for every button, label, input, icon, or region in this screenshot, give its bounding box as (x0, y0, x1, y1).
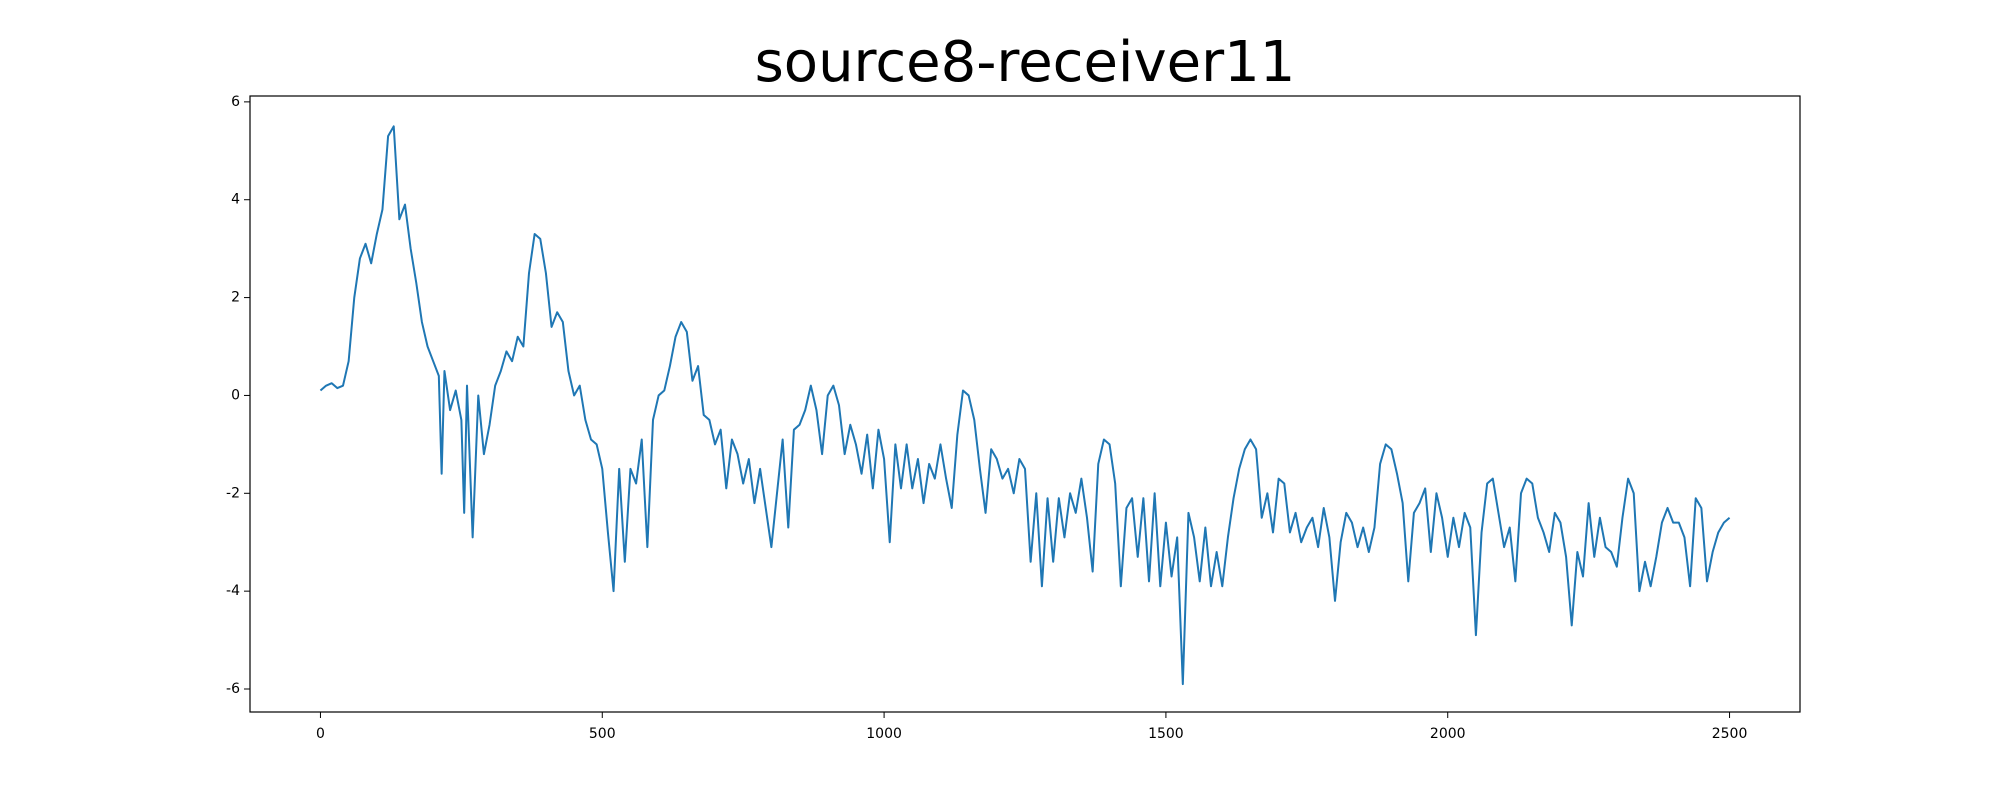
x-tick-label: 1000 (866, 726, 902, 742)
y-tick-label: 6 (231, 94, 240, 110)
y-tick-label: -6 (226, 681, 240, 697)
chart-title: source8-receiver11 (755, 30, 1296, 95)
y-tick-label: -4 (226, 583, 240, 599)
y-tick-label: -2 (226, 485, 240, 501)
y-tick-label: 0 (231, 387, 240, 403)
x-tick-label: 0 (316, 726, 325, 742)
plot-frame (249, 95, 1801, 713)
x-tick-label: 500 (589, 726, 616, 742)
x-tick-label: 2000 (1430, 726, 1466, 742)
data-line (319, 125, 1731, 686)
x-tick-label: 1500 (1148, 726, 1184, 742)
x-tick-label: 2500 (1712, 726, 1748, 742)
y-tick-label: 2 (231, 290, 240, 306)
y-tick-label: 4 (231, 192, 240, 208)
